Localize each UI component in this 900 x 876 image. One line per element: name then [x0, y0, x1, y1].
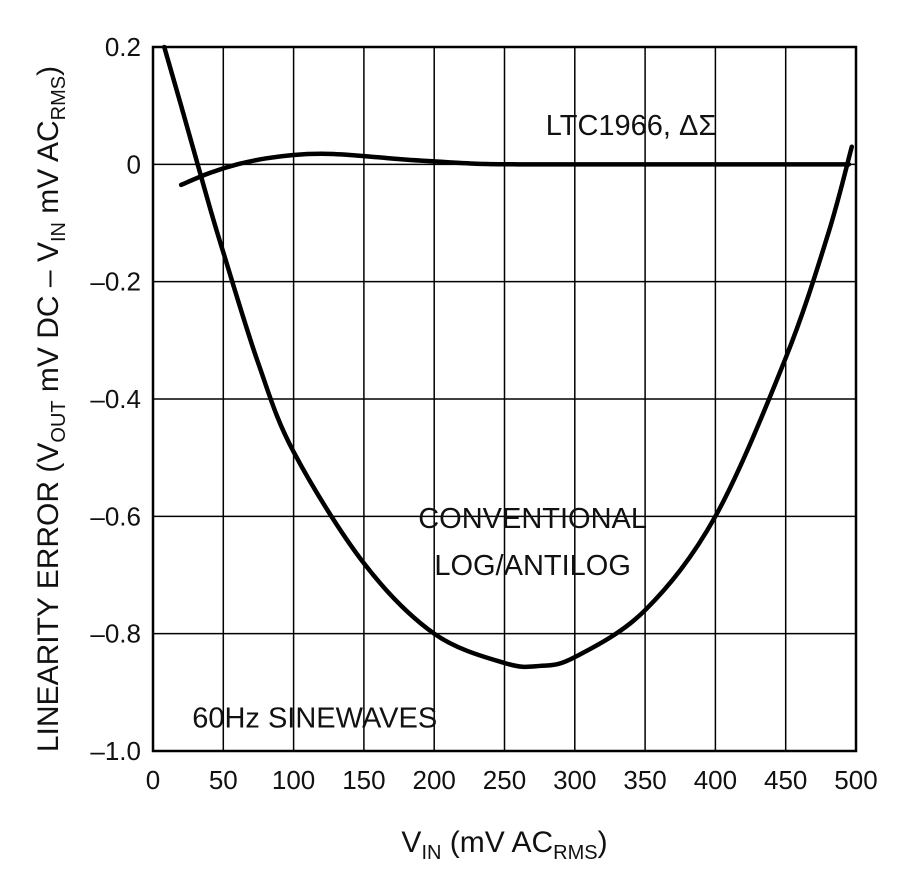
- x-tick-label: 0: [146, 765, 160, 795]
- y-tick-label: –0.6: [90, 501, 141, 531]
- y-axis-label: LINEARITY ERROR (VOUT mV DC – VIN mV ACR…: [32, 66, 70, 752]
- y-tick-label: –1.0: [90, 736, 141, 766]
- y-tick-label: –0.8: [90, 619, 141, 649]
- x-tick-label: 150: [342, 765, 385, 795]
- annotation-label: CONVENTIONAL: [418, 503, 647, 535]
- x-tick-label: 400: [694, 765, 737, 795]
- series-line-0: [178, 151, 852, 188]
- annotation-label: LOG/ANTILOG: [434, 550, 631, 582]
- x-tick-label: 450: [764, 765, 807, 795]
- plot-frame: [151, 45, 858, 753]
- annotation-label: LTC1966, ΔΣ: [546, 110, 717, 142]
- x-tick-label: 100: [272, 765, 315, 795]
- y-tick-label: –0.2: [90, 267, 141, 297]
- y-tick-label: –0.4: [90, 384, 141, 414]
- y-tick-label: 0: [127, 149, 141, 179]
- x-axis-label: VIN (mV ACRMS): [401, 826, 607, 864]
- annotation-label: 60Hz SINEWAVES: [192, 703, 437, 735]
- y-tick-labels: 0.2 0 –0.2 –0.4 –0.6 –0.8 –1.0: [90, 32, 141, 766]
- annotations: LTC1966, ΔΣ CONVENTIONAL LOG/ANTILOG 60Hz S…: [192, 110, 716, 735]
- x-tick-label: 350: [623, 765, 666, 795]
- y-tick-label: 0.2: [105, 32, 141, 62]
- x-tick-label: 500: [834, 765, 877, 795]
- x-tick-label: 250: [483, 765, 526, 795]
- x-tick-label: 50: [209, 765, 238, 795]
- series-lines: [161, 44, 855, 670]
- x-tick-label: 300: [553, 765, 596, 795]
- x-tick-label: 200: [413, 765, 456, 795]
- grid-lines: [153, 47, 856, 751]
- x-tick-labels: 0 50 100 150 200 250 300 350 400 450 500: [146, 765, 878, 795]
- series-line-1: [161, 44, 855, 670]
